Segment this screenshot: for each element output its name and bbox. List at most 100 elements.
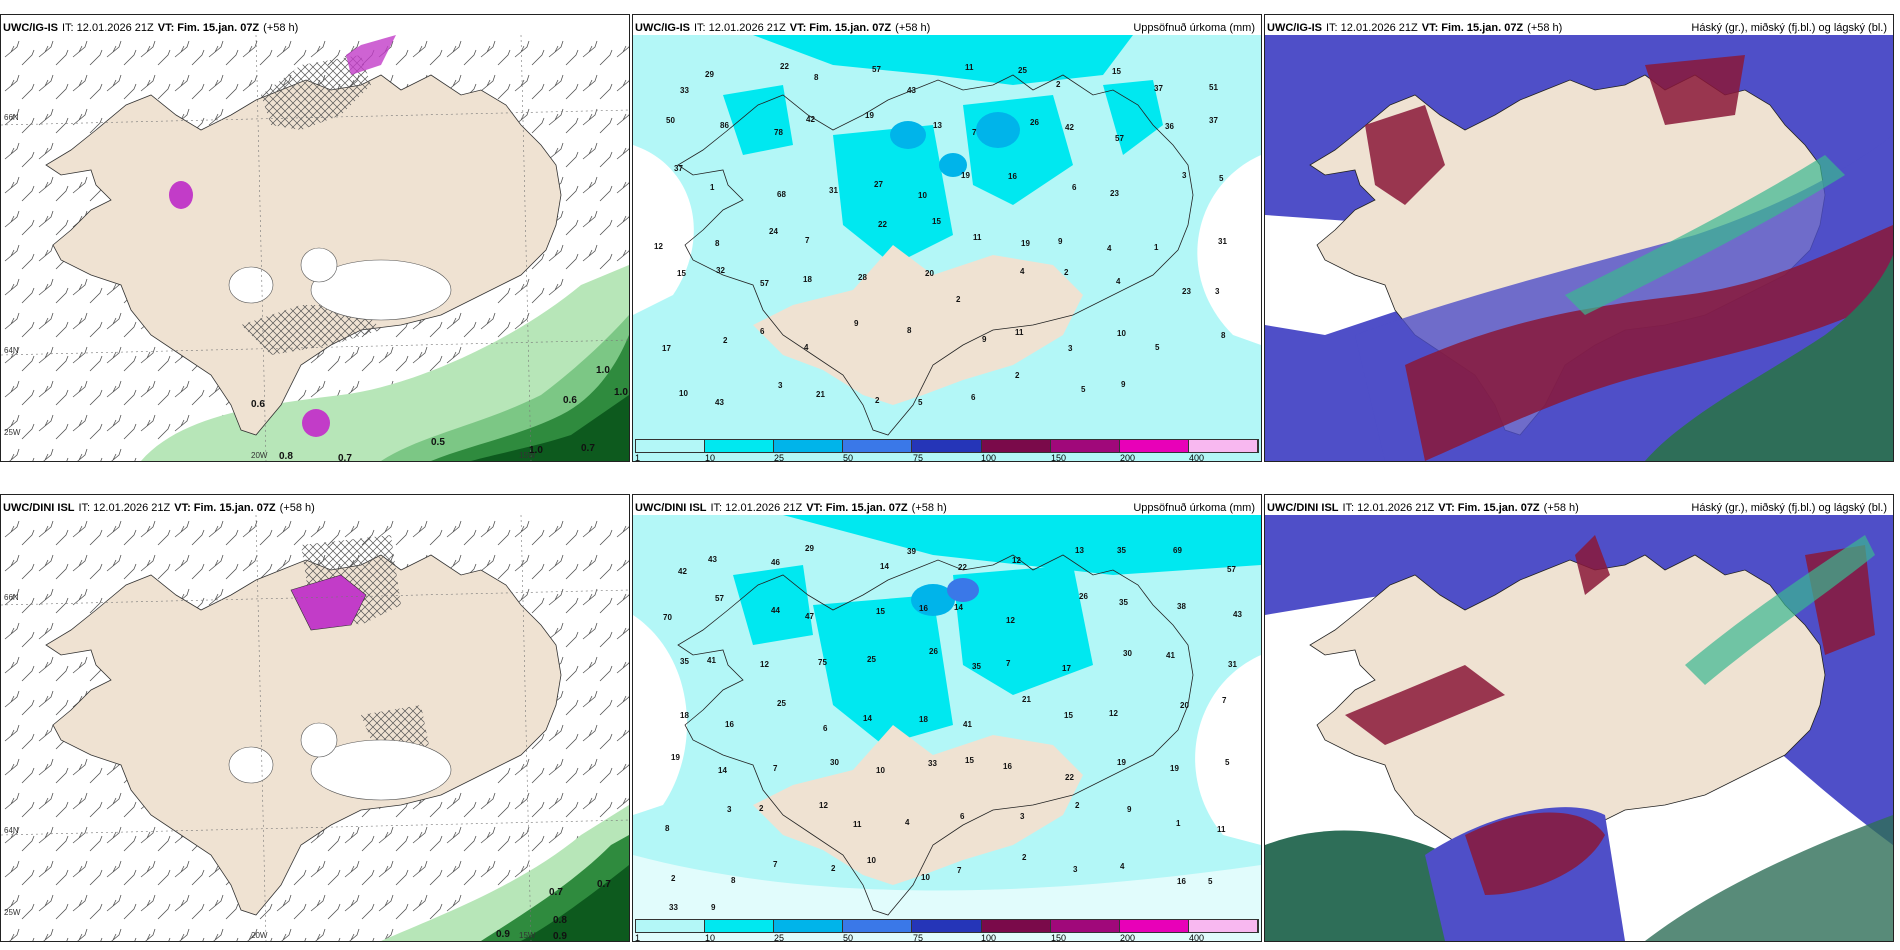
precip-value: 4	[1107, 244, 1112, 253]
precip-value: 10	[921, 873, 930, 882]
legend-colorbar	[635, 919, 1259, 933]
panel-wind-row2: UWC/DINI ISL IT: 12.01.2026 21Z VT: Fim.…	[0, 494, 630, 942]
precip-value: 46	[771, 558, 780, 567]
precip-value: 8	[814, 73, 819, 82]
legend-colorbar	[635, 439, 1259, 453]
cloud-title: Háský (gr.), miðský (fj.bl.) og lágský (…	[1691, 502, 1887, 514]
lat-gridline	[1, 819, 629, 836]
precip-value: 13	[933, 121, 942, 130]
wind-value: 0.7	[338, 453, 352, 461]
precip-value: 9	[711, 903, 716, 912]
precip-value: 4	[905, 818, 910, 827]
precip-value: 10	[876, 766, 885, 775]
precip-value: 22	[958, 563, 967, 572]
panel-precip-row2: UWC/DINI ISL IT: 12.01.2026 21Z VT: Fim.…	[632, 494, 1262, 942]
precip-value: 30	[830, 758, 839, 767]
precip-value: 2	[875, 396, 880, 405]
precip-value: 19	[865, 111, 874, 120]
lat-label: 66N	[4, 593, 19, 602]
precip-value: 75	[818, 658, 827, 667]
legend-tick: 75	[913, 453, 924, 462]
dry-area	[633, 145, 694, 315]
precip-value: 9	[854, 319, 859, 328]
lat-gridline	[1, 109, 629, 126]
low-cloud-area	[1645, 255, 1893, 461]
precip-value: 1	[710, 183, 715, 192]
valid-time: Fim. 15.jan. 07Z	[1441, 21, 1524, 34]
wind-map: 66N 64N 20W 15W 25W 0.6 0.8 0.7 0.5 1.0 …	[1, 35, 629, 461]
lon-gridline	[520, 35, 532, 461]
precip-value: 47	[805, 612, 814, 621]
precip-value: 18	[680, 711, 689, 720]
precip-value: 10	[1117, 329, 1126, 338]
precip-value: 15	[965, 756, 974, 765]
precip-value: 43	[1233, 610, 1242, 619]
precip-value: 8	[665, 824, 670, 833]
precip-value: 15	[1112, 67, 1121, 76]
wind-value: 0.9	[496, 929, 510, 940]
precip-value: 8	[715, 239, 720, 248]
panel-header: UWC/DINI ISL IT: 12.01.2026 21Z VT: Fim.…	[633, 495, 1261, 521]
precip-value: 16	[725, 720, 734, 729]
legend-tick: 200	[1120, 933, 1136, 942]
precip-value: 5	[1219, 174, 1224, 183]
precip-cyan-area	[833, 125, 953, 265]
lon-label: 20W	[251, 451, 268, 460]
precip-value: 2	[831, 864, 836, 873]
precip-value: 42	[806, 115, 815, 124]
precip-value: 6	[971, 393, 976, 402]
precip-cyan-area	[953, 565, 1093, 695]
panel-header: UWC/DINI ISL IT: 12.01.2026 21Z VT: Fim.…	[1265, 495, 1893, 521]
precip-value: 68	[777, 190, 786, 199]
precip-value: 2	[671, 874, 676, 883]
precip-value: 33	[928, 759, 937, 768]
precip-value: 3	[1068, 344, 1073, 353]
wind-value: 0.7	[581, 443, 595, 454]
precip-value: 35	[1119, 598, 1128, 607]
wind-band-darkest	[521, 865, 629, 941]
precip-value: 14	[863, 714, 872, 723]
precip-value: 10	[867, 856, 876, 865]
precip-value: 2	[759, 804, 764, 813]
precip-value: 16	[1177, 877, 1186, 886]
init-time: IT: 12.01.2026 21Z	[78, 501, 171, 514]
precip-value: 7	[773, 764, 778, 773]
legend-tick: 10	[705, 453, 716, 462]
cloud-map	[1265, 515, 1893, 941]
precip-value: 43	[907, 86, 916, 95]
precip-value: 19	[1021, 239, 1030, 248]
precip-value: 3	[1215, 287, 1220, 296]
snow-spot	[346, 35, 396, 75]
precip-value: 42	[1065, 123, 1074, 132]
precip-value: 35	[680, 657, 689, 666]
snow-spot	[169, 181, 193, 209]
wind-map: 66N 64N 20W 15W 25W 0.7 0.7 0.8 0.9 0.9	[1, 515, 629, 941]
precip-cyan-area	[1103, 80, 1163, 155]
model-name: UWC/DINI ISL	[3, 501, 75, 514]
precip-value: 8	[731, 876, 736, 885]
dry-area	[633, 615, 687, 815]
precip-value: 25	[1018, 66, 1027, 75]
precip-value: 8	[1221, 331, 1226, 340]
precip-title: Uppsöfnuð úrkoma (mm)	[1133, 502, 1255, 514]
precip-value: 2	[723, 336, 728, 345]
wind-value: 0.5	[431, 437, 445, 448]
panel-header: UWC/DINI ISL IT: 12.01.2026 21Z VT: Fim.…	[1, 495, 629, 521]
panel-header: UWC/IG-IS IT: 12.01.2026 21Z VT: Fim. 15…	[1, 15, 629, 41]
panel-header: UWC/IG-IS IT: 12.01.2026 21Z VT: Fim. 15…	[1265, 15, 1893, 41]
snow-spot	[302, 409, 330, 437]
precip-value: 19	[671, 753, 680, 762]
cloud-title: Háský (gr.), miðský (fj.bl.) og lágský (…	[1691, 22, 1887, 34]
mid-cloud-patch	[1345, 665, 1505, 745]
precip-value: 18	[919, 715, 928, 724]
precip-value: 41	[963, 720, 972, 729]
precip-value: 8	[907, 326, 912, 335]
precip-value: 24	[769, 227, 778, 236]
lat-label: 64N	[4, 826, 19, 835]
precip-value: 5	[1208, 877, 1213, 886]
precip-value: 11	[965, 63, 974, 72]
precip-value: 43	[715, 398, 724, 407]
precip-value: 44	[771, 606, 780, 615]
precip-value: 11	[1015, 328, 1024, 337]
legend-tick: 10	[705, 933, 716, 942]
